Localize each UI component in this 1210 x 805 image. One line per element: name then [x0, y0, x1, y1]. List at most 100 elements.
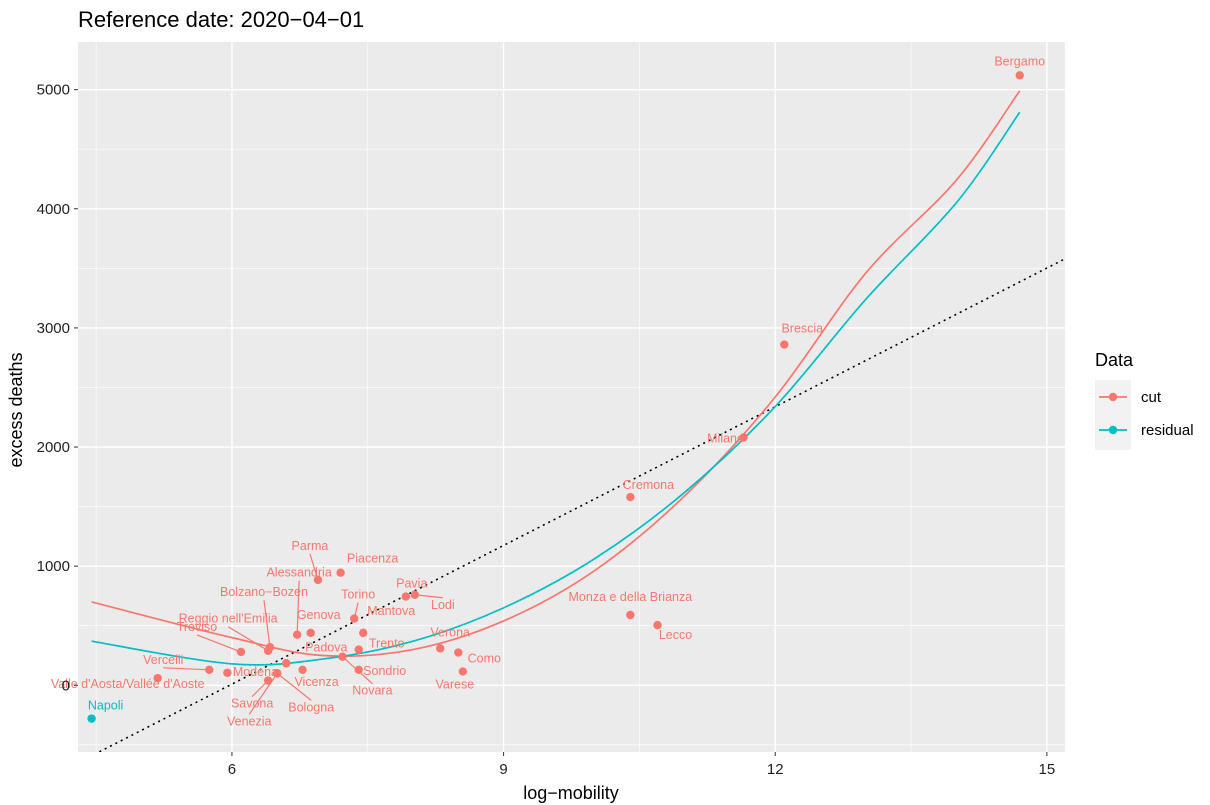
data-point: [359, 628, 368, 638]
data-point: [263, 646, 273, 655]
data-point: [354, 665, 363, 675]
point-label: Varese: [435, 678, 474, 692]
y-tick-label: 4000: [37, 201, 70, 218]
point-label: Venezia: [227, 714, 272, 728]
data-point: [780, 340, 789, 349]
y-axis-ticks: 0 1000 2000 3000 4000 5000: [37, 82, 78, 694]
data-point: [336, 568, 345, 577]
point-label: Pavia: [396, 577, 427, 591]
panel-background: [78, 42, 1065, 752]
label-leader: [163, 667, 210, 671]
legend-key-point: [1108, 392, 1118, 402]
point-label: Napoli: [88, 699, 123, 713]
data-points: [87, 71, 1024, 723]
point-label: Como: [468, 652, 501, 666]
point-label: Novara: [352, 684, 392, 698]
data-point: [410, 590, 420, 599]
y-tick-label: 0: [62, 677, 70, 694]
data-point: [454, 648, 463, 657]
label-leader: [276, 672, 312, 701]
legend-key-point: [1108, 425, 1118, 435]
label-leader: [309, 553, 319, 581]
data-point: [292, 630, 302, 639]
data-point: [1015, 71, 1024, 80]
point-label: Cremona: [623, 478, 674, 492]
data-point: [298, 665, 307, 675]
data-point: [653, 620, 662, 630]
label-leader: [248, 673, 278, 715]
x-axis-title: log−mobility: [523, 783, 619, 803]
label-leader: [263, 600, 271, 648]
label-leader: [296, 580, 300, 635]
point-label: Reggio nell'Emilia: [179, 612, 278, 626]
point-label: Alessandria: [266, 566, 331, 580]
data-point: [153, 673, 162, 683]
data-point: [223, 668, 232, 677]
point-label: Milano: [707, 432, 744, 446]
legend-entries: cut residual: [1095, 380, 1194, 450]
data-point: [458, 667, 468, 676]
data-point: [349, 614, 359, 623]
chart-title: Reference date: 2020−04−01: [78, 7, 364, 32]
label-leader: [414, 594, 443, 599]
y-tick-label: 3000: [37, 320, 70, 337]
legend: Data cut residual: [1095, 350, 1194, 450]
point-label: Verona: [430, 625, 470, 639]
fitted-curve-residual: [91, 111, 1021, 666]
point-label: Monza e della Brianza: [569, 590, 693, 604]
label-leader: [227, 626, 269, 652]
x-tick-label: 6: [228, 761, 236, 778]
data-point: [273, 669, 282, 678]
plot-panel: [78, 42, 1065, 752]
point-labels: Bergamo Brescia Milano Cremona Monza e della…: [51, 54, 1045, 728]
point-label: Vercelli: [143, 653, 183, 667]
legend-label: residual: [1141, 422, 1194, 439]
data-point: [401, 592, 410, 601]
label-leader: [196, 634, 242, 653]
point-label: Genova: [297, 608, 341, 622]
point-label: Modena: [233, 665, 278, 679]
point-label: Parma: [292, 539, 329, 553]
fitted-curve-cut: [91, 90, 1021, 658]
x-tick-label: 9: [499, 761, 507, 778]
data-point: [626, 492, 635, 502]
point-label: Brescia: [781, 322, 823, 336]
point-label: Savona: [231, 697, 273, 711]
point-label: Mantova: [367, 604, 415, 618]
y-tick-label: 1000: [37, 558, 70, 575]
x-tick-label: 15: [1039, 761, 1056, 778]
legend-key-background: [1095, 380, 1131, 450]
point-label: Treviso: [177, 620, 218, 634]
point-label: Piacenza: [347, 552, 398, 566]
legend-label: cut: [1141, 389, 1162, 406]
data-point: [338, 652, 347, 661]
point-label: Sondrio: [363, 664, 406, 678]
data-point: [236, 647, 246, 657]
data-point: [87, 714, 96, 723]
data-point: [205, 665, 214, 675]
legend-title: Data: [1095, 350, 1134, 370]
point-label: Bergamo: [994, 54, 1045, 68]
fitted-curves: [91, 90, 1021, 666]
point-label: Padova: [305, 640, 347, 654]
data-point: [739, 433, 748, 442]
y-tick-label: 2000: [37, 439, 70, 456]
point-label: Torino: [341, 588, 375, 602]
y-axis-title: excess deaths: [6, 352, 26, 467]
data-point: [313, 575, 323, 585]
data-point: [263, 676, 273, 685]
data-point: [436, 644, 445, 653]
point-label: Lecco: [659, 628, 692, 642]
point-label: Bolzano−Bozen: [220, 585, 308, 599]
point-label: Vicenza: [294, 675, 338, 689]
data-point: [306, 628, 315, 638]
y-tick-label: 5000: [37, 82, 70, 99]
data-point: [282, 659, 291, 668]
point-label: Valle d'Aosta/Vallée d'Aoste: [51, 677, 205, 691]
data-point: [626, 610, 635, 620]
data-point: [354, 645, 363, 654]
x-axis-ticks: 6 9 12 15: [228, 752, 1055, 778]
point-label: Bologna: [288, 700, 334, 714]
point-label: Trento: [369, 637, 405, 651]
